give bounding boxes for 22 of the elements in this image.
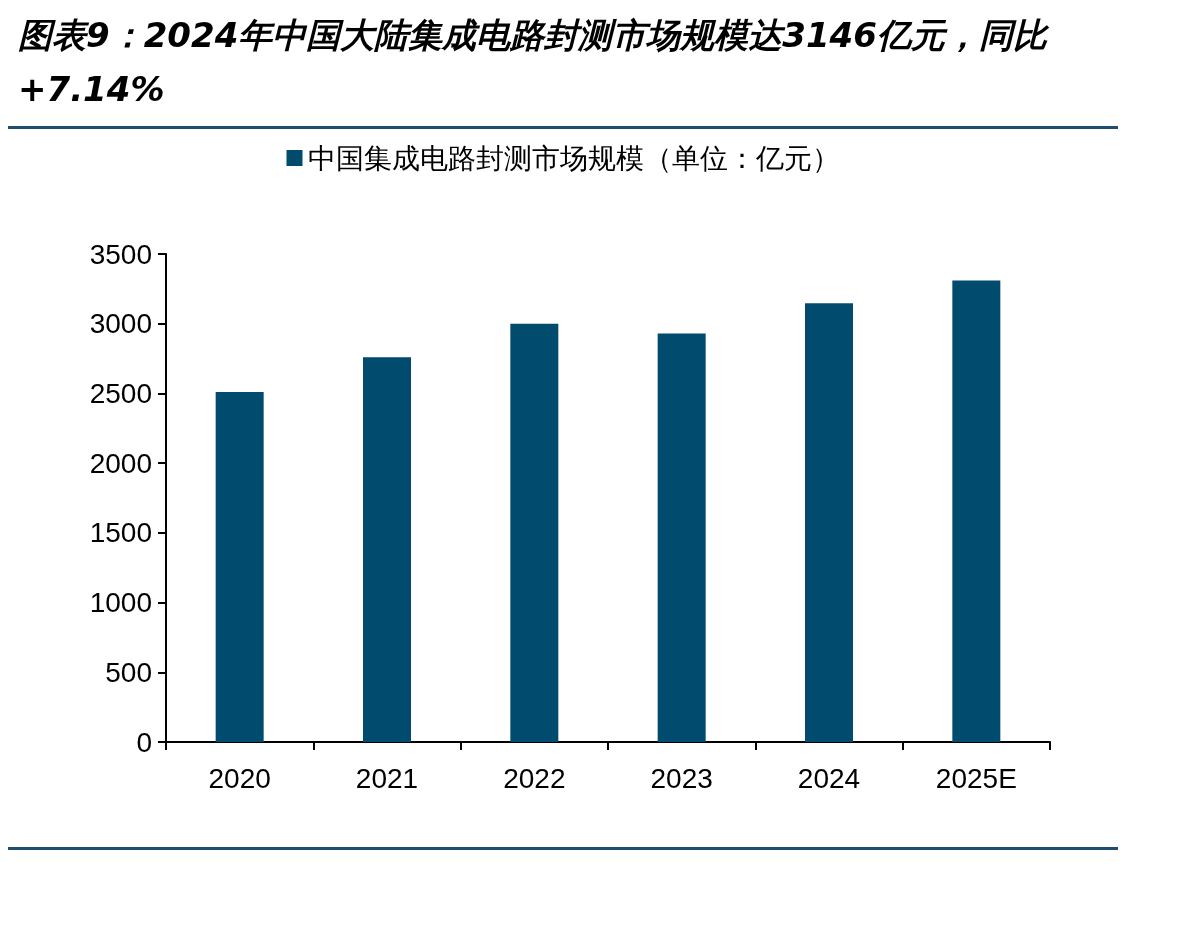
y-tick-label: 3500 [89, 238, 152, 270]
x-tick-label: 2021 [355, 762, 419, 794]
x-tick-label: 2020 [208, 762, 271, 794]
y-tick-label: 1500 [89, 517, 152, 549]
y-tick-label: 2500 [89, 377, 152, 409]
bar [215, 392, 264, 742]
x-tick-label: 2023 [650, 762, 713, 794]
bar [363, 357, 411, 742]
x-tick-label: 2022 [503, 762, 566, 794]
legend-label: 中国集成电路封测市场规模（单位：亿元） [307, 141, 840, 175]
bar [657, 333, 706, 742]
y-tick-label: 0 [136, 726, 152, 758]
y-tick-label: 2000 [89, 447, 152, 479]
x-tick-label: 2024 [797, 762, 861, 794]
bar [952, 280, 1001, 742]
bar [510, 323, 559, 742]
y-tick-label: 500 [105, 656, 152, 688]
x-tick-label: 2025E [935, 762, 1017, 794]
chart-title: 图表9：2024年中国大陆集成电路封测市场规模达3146亿元，同比+7.14% [17, 14, 1050, 111]
y-tick-label: 3000 [89, 308, 152, 340]
y-tick-label: 1000 [89, 587, 152, 619]
bar [805, 303, 853, 742]
